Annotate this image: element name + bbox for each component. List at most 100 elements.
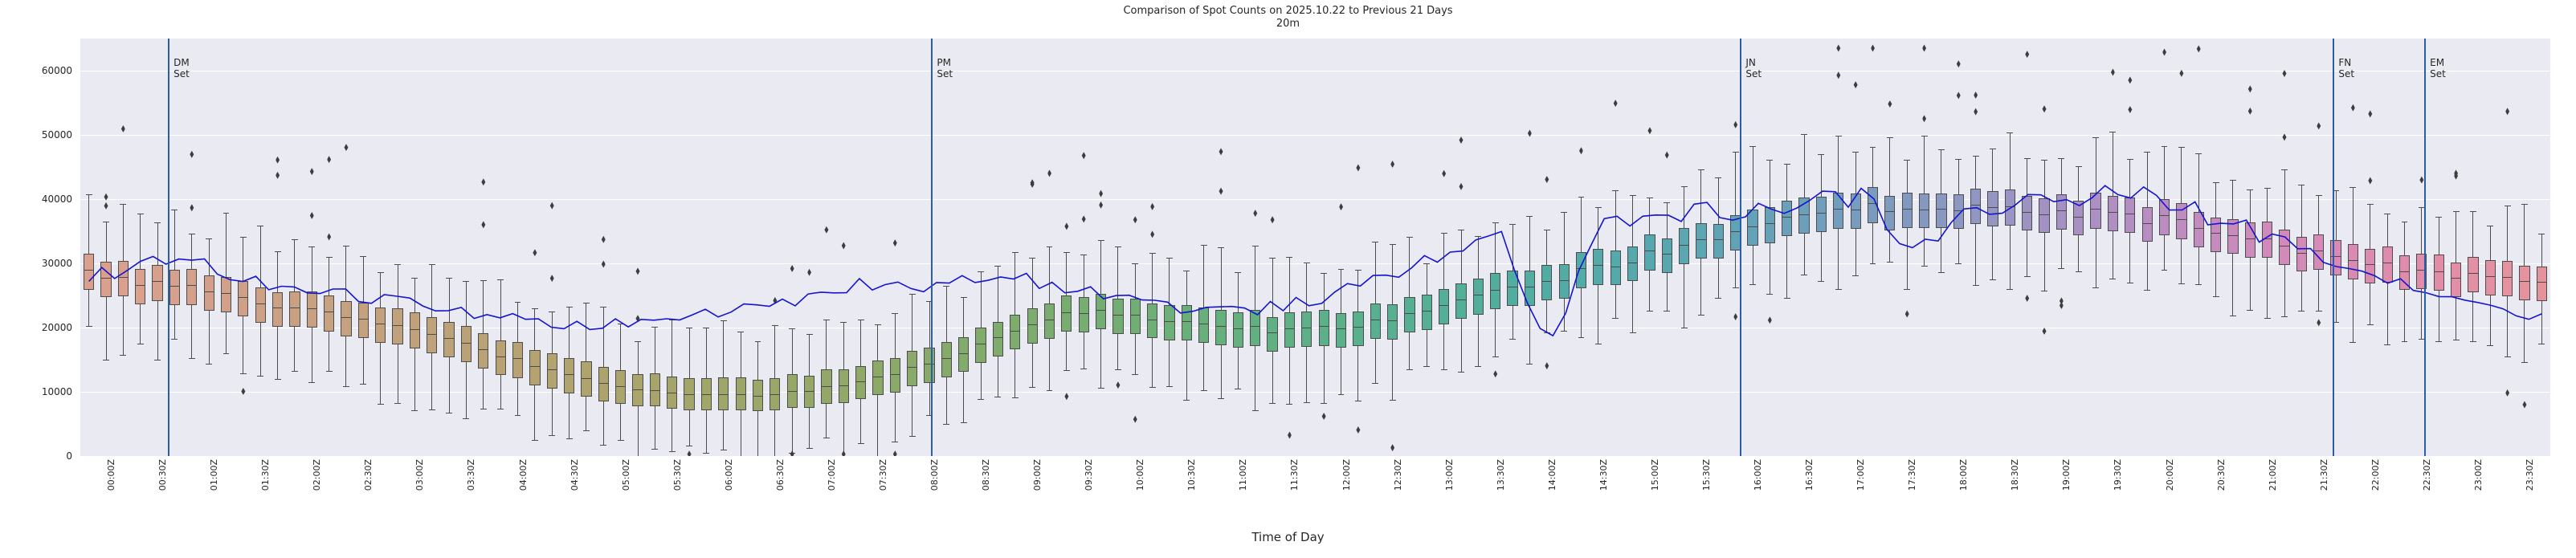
box-outlier [481, 221, 486, 229]
box-whisker-cap [2092, 287, 2100, 288]
box-median [1078, 312, 1089, 314]
gridline [80, 263, 2550, 264]
box-median [1335, 328, 1347, 330]
x-tick-label: 07:30Z [877, 459, 888, 491]
box [2176, 203, 2187, 239]
box-whisker-cap [2401, 340, 2408, 342]
box-outlier [190, 204, 194, 212]
box-median [2468, 272, 2479, 274]
box-whisker-cap [2126, 158, 2133, 160]
box-outlier [2059, 297, 2064, 305]
box-whisker-cap [222, 352, 230, 354]
box-whisker-cap [446, 278, 453, 279]
box-whisker-cap [1423, 365, 1431, 367]
box [1953, 193, 1964, 230]
box-outlier [1974, 91, 1978, 99]
box [2210, 217, 2222, 252]
box [1439, 289, 1450, 325]
box-whisker-cap [480, 279, 487, 281]
box-whisker-cap [926, 415, 933, 417]
box-whisker-cap [806, 448, 813, 450]
event-label: EM Set [2430, 57, 2446, 79]
x-tick-label: 01:00Z [209, 459, 220, 491]
box-median [1696, 238, 1707, 240]
box-whisker-cap [497, 279, 504, 281]
box-whisker-cap [1561, 330, 1568, 332]
x-tick-label: 11:00Z [1238, 459, 1249, 491]
box-median [2141, 222, 2153, 224]
box [1696, 222, 1707, 259]
box [117, 260, 129, 297]
box-whisker-cap [1166, 257, 1173, 259]
box-whisker-cap [1029, 386, 1036, 388]
box-outlier [1099, 201, 1104, 209]
box-whisker-cap [600, 307, 607, 308]
box [1421, 295, 1432, 330]
box-median [1558, 279, 1570, 281]
box-outlier [1664, 151, 1669, 159]
box-whisker-cap [2041, 160, 2048, 161]
box-median [941, 358, 952, 360]
box-outlier [1287, 431, 1292, 439]
box-whisker-cap [1749, 146, 1756, 148]
box-whisker-cap [1114, 246, 1121, 248]
box [2450, 262, 2462, 297]
x-tick-label: 13:00Z [1443, 459, 1455, 491]
box-whisker-cap [1732, 151, 1739, 153]
box-whisker-cap [343, 386, 349, 388]
chart-title: Comparison of Spot Counts on 2025.10.22 … [1123, 5, 1453, 17]
box-whisker-cap [463, 280, 470, 282]
box-whisker-cap [1561, 211, 1568, 213]
box-outlier [241, 387, 246, 395]
box-whisker-cap [1904, 159, 1911, 161]
box-whisker-cap [1612, 189, 1619, 191]
box-median [1386, 320, 1398, 321]
box [1627, 246, 1639, 282]
box-median [495, 356, 506, 357]
event-label: DM Set [174, 57, 190, 79]
box-median [2244, 238, 2256, 240]
box-whisker-cap [651, 448, 659, 450]
x-tick-label: 15:30Z [1700, 459, 1712, 491]
box-whisker-cap [1783, 298, 1790, 299]
box-median [100, 277, 112, 279]
box-outlier [2110, 68, 2115, 76]
box-median [2158, 215, 2170, 217]
box [907, 350, 918, 387]
box-whisker-cap [908, 293, 916, 295]
event-label: JN Set [1745, 57, 1762, 79]
box-median [924, 364, 935, 365]
box [1078, 297, 1089, 332]
box-whisker-cap [428, 263, 435, 265]
box-median [1112, 315, 1124, 316]
box [392, 308, 403, 344]
box-median [529, 365, 541, 367]
box-whisker-cap [2504, 356, 2511, 358]
event-label: PM Set [937, 57, 953, 79]
x-tick-label: 05:00Z [620, 459, 631, 491]
box-whisker-cap [1937, 149, 1945, 150]
box-whisker-cap [239, 237, 247, 238]
box-outlier [2247, 107, 2252, 115]
box-outlier [2162, 48, 2167, 56]
box [495, 340, 506, 376]
box-whisker-cap [2144, 289, 2151, 291]
box-outlier [1390, 444, 1395, 452]
box-median [1061, 312, 1072, 313]
box-outlier [1356, 426, 1361, 434]
box-whisker-cap [617, 440, 624, 442]
x-tick-label: 03:00Z [414, 459, 426, 491]
box [1678, 228, 1690, 264]
box [684, 378, 695, 410]
x-tick-label: 00:00Z [106, 459, 117, 491]
gridline [80, 135, 2550, 136]
box-outlier [2025, 51, 2030, 59]
box [1472, 278, 1484, 315]
box-outlier [2350, 104, 2355, 112]
x-tick-label: 20:00Z [2164, 459, 2175, 491]
x-tick-label: 23:00Z [2472, 459, 2484, 491]
box-whisker-cap [2247, 310, 2254, 312]
box [1661, 238, 1672, 274]
box [1147, 303, 1158, 339]
x-tick-label: 17:00Z [1855, 459, 1867, 491]
